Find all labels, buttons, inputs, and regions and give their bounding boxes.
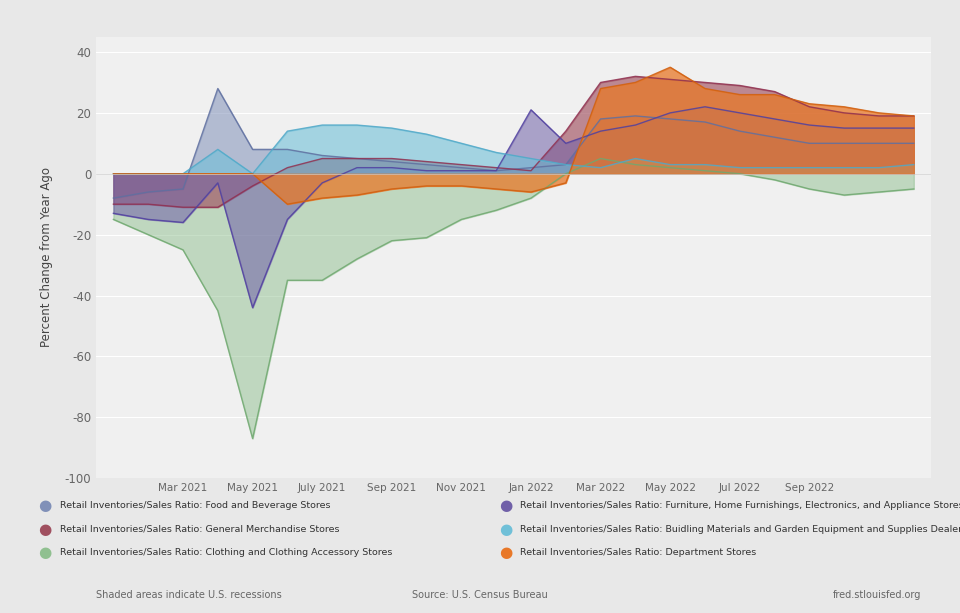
Text: ●: ●: [38, 545, 52, 560]
Text: Retail Inventories/Sales Ratio: Clothing and Clothing Accessory Stores: Retail Inventories/Sales Ratio: Clothing…: [60, 548, 392, 557]
Text: Retail Inventories/Sales Ratio: Food and Beverage Stores: Retail Inventories/Sales Ratio: Food and…: [60, 501, 330, 510]
Text: Retail Inventories/Sales Ratio: Buidling Materials and Garden Equipment and Supp: Retail Inventories/Sales Ratio: Buidling…: [520, 525, 960, 533]
Text: ●: ●: [499, 545, 513, 560]
Text: ●: ●: [38, 522, 52, 536]
Text: Retail Inventories/Sales Ratio: General Merchandise Stores: Retail Inventories/Sales Ratio: General …: [60, 525, 339, 533]
Text: Shaded areas indicate U.S. recessions: Shaded areas indicate U.S. recessions: [96, 590, 281, 600]
Text: fred.stlouisfed.org: fred.stlouisfed.org: [833, 590, 922, 600]
Y-axis label: Percent Change from Year Ago: Percent Change from Year Ago: [40, 167, 54, 348]
Text: Retail Inventories/Sales Ratio: Department Stores: Retail Inventories/Sales Ratio: Departme…: [520, 548, 756, 557]
Text: Source: U.S. Census Bureau: Source: U.S. Census Bureau: [412, 590, 548, 600]
Text: ●: ●: [38, 498, 52, 513]
Text: ●: ●: [499, 498, 513, 513]
Text: Retail Inventories/Sales Ratio: Furniture, Home Furnishings, Electronics, and Ap: Retail Inventories/Sales Ratio: Furnitur…: [520, 501, 960, 510]
Text: ●: ●: [499, 522, 513, 536]
